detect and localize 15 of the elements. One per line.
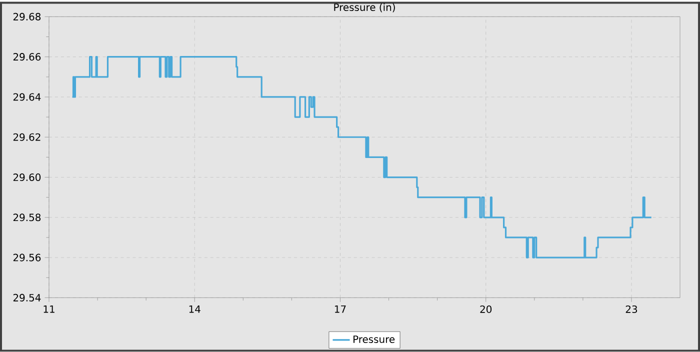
y-tick-label: 29.56 xyxy=(13,254,41,262)
legend-label: Pressure xyxy=(354,336,395,344)
x-tick-label: 14 xyxy=(189,306,200,313)
y-tick-label: 29.54 xyxy=(13,294,41,302)
y-tick-label: 29.68 xyxy=(13,13,41,21)
y-tick-label: 29.64 xyxy=(13,93,41,101)
chart-title: Pressure (in) xyxy=(334,3,395,12)
y-tick-label: 29.62 xyxy=(13,133,40,142)
x-tick-label: 17 xyxy=(334,306,346,313)
x-tick-label: 23 xyxy=(626,306,638,314)
y-tick-label: 29.66 xyxy=(13,53,41,61)
y-tick-label: 29.60 xyxy=(13,174,41,182)
x-tick-label: 11 xyxy=(44,306,54,313)
y-tick-label: 29.58 xyxy=(13,214,41,222)
x-tick-label: 20 xyxy=(480,306,492,314)
